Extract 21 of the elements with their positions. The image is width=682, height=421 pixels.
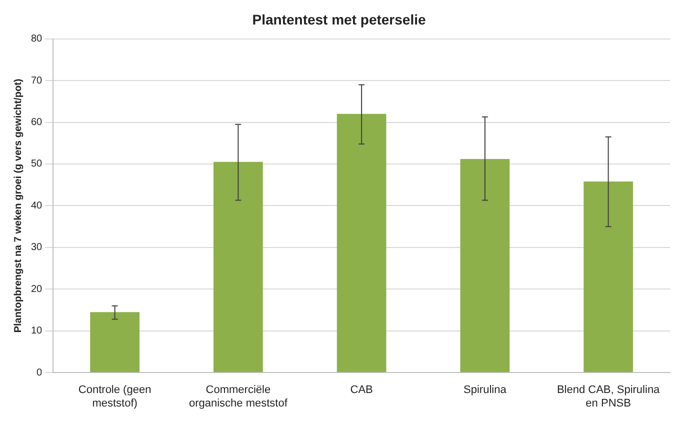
y-tick-label: 20: [31, 284, 43, 295]
y-tick-label: 60: [31, 117, 43, 128]
bar: [584, 182, 633, 372]
x-tick-label: Blend CAB, Spirulina en PNSB: [556, 384, 661, 410]
y-tick-label: 80: [31, 34, 43, 45]
y-tick-label: 40: [31, 200, 43, 212]
bar: [336, 114, 386, 372]
x-tick-label: Controle (geen meststof): [78, 384, 152, 410]
y-axis-title: Plantopbrengst na 7 weken groei (g vers gewicht/pot): [12, 78, 24, 333]
y-tick-label: 70: [31, 75, 43, 86]
bar: [460, 158, 510, 372]
x-tick-label: CAB: [350, 384, 373, 396]
y-tick-label: 30: [31, 242, 43, 254]
x-tick-label: Spirulina: [464, 384, 508, 396]
bar: [214, 162, 263, 372]
y-tick-label: 10: [31, 326, 43, 337]
y-tick-label: 0: [36, 367, 43, 378]
chart-title: Plantentest met peterselie: [252, 11, 426, 28]
bar: [90, 312, 140, 372]
y-tick-label: 50: [31, 158, 43, 170]
x-tick-label: Commerciële organische meststof: [188, 384, 288, 410]
